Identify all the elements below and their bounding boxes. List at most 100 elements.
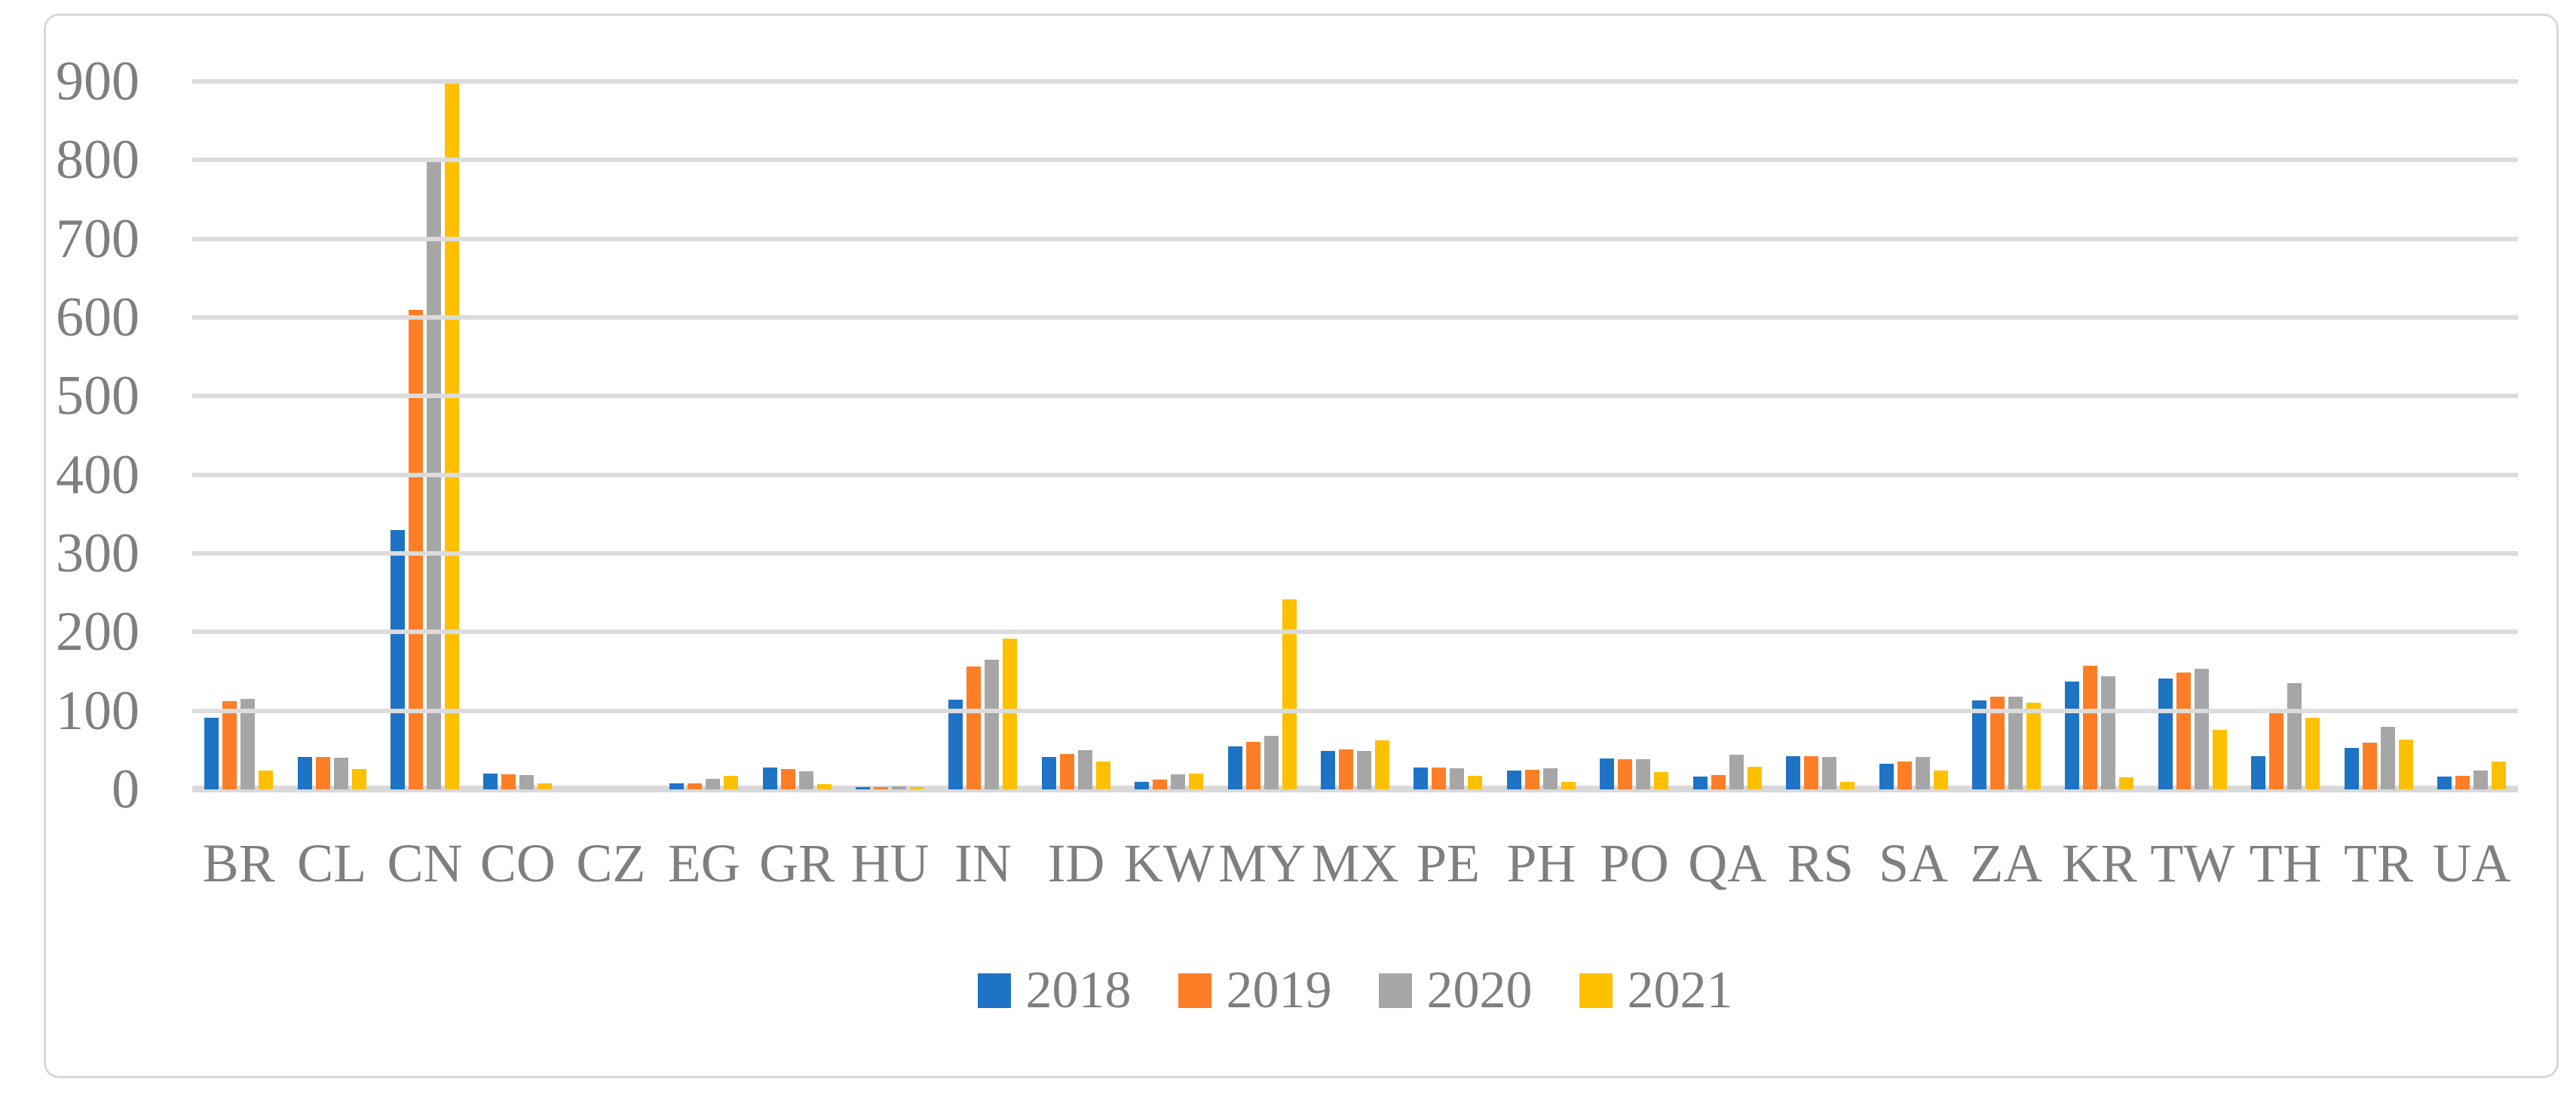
bar-hu-2021	[910, 787, 925, 789]
chart-outer-border	[44, 14, 2559, 1078]
bar-group-po	[1588, 81, 1680, 789]
bar-za-2020	[2008, 697, 2023, 789]
bar-sa-2020	[1915, 757, 1930, 789]
plot-area	[192, 79, 2518, 792]
y-tick-label-300: 300	[56, 522, 139, 584]
x-tick-label-gr: GR	[759, 833, 835, 893]
bar-kw-2020	[1171, 774, 1186, 789]
bar-mx-2021	[1375, 740, 1390, 789]
y-tick-label-800: 800	[56, 129, 139, 192]
bar-tr-2018	[2344, 748, 2359, 789]
bar-cn-2021	[445, 81, 460, 789]
bar-ua-2019	[2455, 776, 2470, 789]
gridline-600	[192, 315, 2518, 320]
bar-ua-2018	[2437, 777, 2452, 789]
bar-mx-2018	[1321, 751, 1336, 789]
bar-eg-2019	[688, 783, 703, 789]
bar-ph-2021	[1561, 782, 1576, 789]
bar-cl-2018	[297, 757, 312, 789]
bar-qa-2020	[1729, 755, 1744, 789]
bar-group-cl	[285, 81, 378, 789]
x-tick-label-id: ID	[1047, 833, 1105, 893]
bar-th-2019	[2269, 711, 2284, 789]
bar-group-kr	[2053, 81, 2146, 789]
x-tick-label-my: MY	[1218, 833, 1306, 893]
x-tick-label-br: BR	[202, 833, 275, 893]
bar-cl-2020	[333, 758, 348, 789]
bar-kw-2021	[1189, 774, 1204, 789]
bar-tw-2019	[2176, 673, 2191, 789]
bar-group-gr	[750, 81, 843, 789]
bar-eg-2020	[706, 779, 721, 789]
bar-qa-2018	[1692, 777, 1708, 789]
x-axis-tick-labels: BR CL CN CO CZ EG GR HU IN ID KW MY MX PE PH PO QA RS SA ZA…	[192, 829, 2518, 897]
x-tick-label-sa: SA	[1878, 833, 1949, 893]
x-tick-label-cl: CL	[297, 833, 367, 893]
bar-co-2021	[538, 783, 553, 789]
bar-kw-2019	[1153, 780, 1168, 789]
legend-marker-2019	[1178, 973, 1211, 1008]
bar-za-2021	[2026, 703, 2041, 789]
bar-group-br	[192, 81, 285, 789]
bar-tr-2020	[2380, 727, 2395, 789]
bar-gr-2020	[798, 771, 813, 789]
bar-group-id	[1030, 81, 1123, 789]
bar-group-tw	[2146, 81, 2239, 789]
bar-group-sa	[1867, 81, 1959, 789]
gridline-700	[192, 236, 2518, 241]
bar-my-2020	[1263, 736, 1279, 789]
bar-cn-2018	[391, 530, 406, 789]
bar-rs-2019	[1804, 756, 1819, 789]
x-tick-label-tw: TW	[2150, 833, 2235, 893]
bar-gr-2018	[762, 768, 777, 789]
bar-mx-2020	[1357, 751, 1372, 789]
bar-tr-2019	[2362, 743, 2377, 789]
chart-legend: 2018 2019 2020 2021	[192, 955, 2518, 1027]
legend-label-2019: 2019	[1226, 961, 1332, 1019]
bar-id-2020	[1077, 750, 1092, 789]
bar-kw-2018	[1135, 782, 1150, 789]
bar-group-my	[1215, 81, 1308, 789]
legend-marker-2021	[1579, 973, 1613, 1008]
bar-co-2018	[483, 774, 498, 789]
bar-br-2021	[259, 771, 274, 789]
bar-rs-2021	[1840, 782, 1855, 789]
x-tick-label-kw: KW	[1123, 833, 1214, 893]
x-tick-label-rs: RS	[1787, 833, 1854, 893]
bar-ph-2019	[1524, 770, 1539, 789]
bar-kr-2021	[2119, 777, 2134, 789]
legend-item-2019: 2019	[1178, 955, 1332, 1027]
x-tick-label-kr: KR	[2061, 833, 2137, 893]
bar-cn-2019	[409, 310, 424, 789]
bar-in-2018	[948, 700, 963, 789]
bar-br-2018	[204, 718, 219, 789]
bar-kr-2019	[2083, 666, 2098, 789]
legend-label-2018: 2018	[1025, 961, 1132, 1019]
bar-group-eg	[657, 81, 750, 789]
bar-tr-2021	[2398, 740, 2413, 789]
bar-groups-container	[192, 81, 2518, 789]
bar-group-qa	[1681, 81, 1774, 789]
bar-sa-2018	[1879, 764, 1894, 789]
y-tick-label-100: 100	[56, 679, 139, 742]
y-tick-label-200: 200	[56, 601, 139, 663]
bar-group-pe	[1401, 81, 1494, 789]
bar-id-2018	[1041, 757, 1056, 789]
bar-br-2020	[240, 699, 256, 789]
bar-sa-2019	[1897, 761, 1912, 789]
y-tick-label-400: 400	[56, 443, 139, 506]
bar-group-rs	[1774, 81, 1867, 789]
bar-eg-2018	[669, 783, 685, 789]
bar-id-2021	[1095, 761, 1110, 789]
gridline-100	[192, 708, 2518, 713]
gridline-500	[192, 394, 2518, 399]
gridline-900	[192, 79, 2518, 84]
legend-marker-2020	[1378, 973, 1412, 1008]
x-tick-label-ua: UA	[2432, 833, 2511, 893]
legend-label-2020: 2020	[1426, 961, 1533, 1019]
bar-group-co	[471, 81, 564, 789]
bar-po-2019	[1618, 759, 1633, 789]
bar-rs-2020	[1822, 757, 1837, 789]
legend-item-2020: 2020	[1378, 955, 1533, 1027]
x-tick-label-co: CO	[479, 833, 556, 893]
